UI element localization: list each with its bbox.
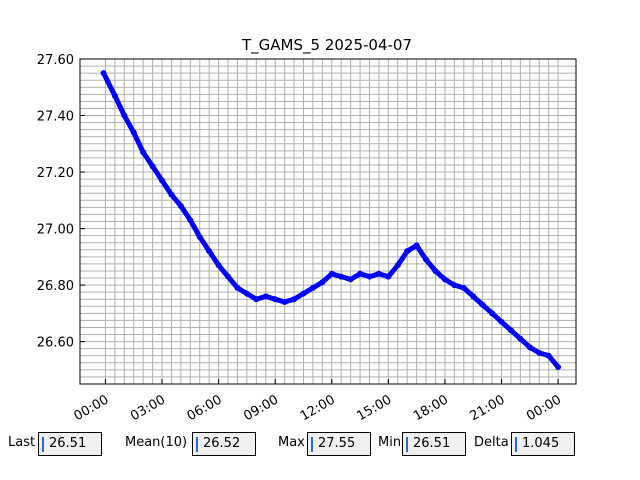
data-point [234,284,241,291]
x-tick-label: 06:00 [185,392,225,424]
text-cursor-icon [515,437,517,452]
data-point [526,344,533,351]
x-tick-label: 21:00 [468,392,508,424]
delta-label: Delta [474,435,509,450]
data-point [243,290,250,297]
data-point [130,129,137,136]
data-point [291,296,298,303]
data-point [121,112,128,119]
data-point [413,242,420,249]
data-point [347,276,354,283]
last-value: 26.51 [49,436,87,451]
last-value-field: 26.51 [38,432,102,456]
y-tick-label: 26.60 [37,336,74,351]
data-point [140,149,147,156]
max-value: 27.55 [318,436,356,451]
data-point [168,191,175,198]
x-tick-label: 15:00 [354,392,394,424]
y-tick-label: 27.20 [37,166,74,181]
data-point [423,256,430,263]
max-label: Max [278,435,305,450]
data-point [460,284,467,291]
data-point [451,282,458,289]
text-cursor-icon [42,437,44,452]
data-point [272,296,279,303]
data-point [366,273,373,280]
data-point [441,276,448,283]
data-point [375,270,382,277]
last-label: Last [8,435,36,450]
data-point [111,92,118,99]
text-cursor-icon [196,437,198,452]
x-tick-label: 00:00 [72,392,112,424]
min-value: 26.51 [413,436,451,451]
x-tick-label: 00:00 [524,392,564,424]
delta-value-field: 1.045 [511,432,575,456]
data-point [225,273,232,280]
x-axis: 00:00 03:00 06:00 09:00 12:00 15:00 18:00 21:00… [72,379,564,424]
data-point [357,270,364,277]
min-value-field: 26.51 [402,432,466,456]
data-point [507,327,514,334]
chart-title: T_GAMS_5 2025-04-07 [241,36,412,55]
data-series [100,70,562,371]
mean-value: 26.52 [203,436,241,451]
y-tick-label: 26.80 [37,279,74,294]
data-point [149,163,156,170]
x-tick-label: 18:00 [411,392,451,424]
data-point [300,290,307,297]
data-point [498,318,505,325]
text-cursor-icon [406,437,408,452]
chart-grid [80,58,576,385]
y-tick-label: 27.60 [37,53,74,68]
data-point [281,299,288,306]
y-tick-label: 27.00 [37,223,74,238]
data-point [479,301,486,308]
data-point [100,70,107,77]
data-point [404,248,411,255]
text-cursor-icon [311,437,313,452]
data-point [394,262,401,269]
data-point [470,293,477,300]
data-point [545,352,552,359]
max-value-field: 27.55 [307,432,371,456]
data-point [517,335,524,342]
data-point [489,310,496,317]
data-point [159,177,166,184]
line-chart: 26.60 26.80 27.00 27.20 27.40 27.60 00:00 03:0… [37,36,577,424]
mean-label: Mean(10) [125,435,188,450]
data-point [309,284,316,291]
data-point [187,217,194,224]
x-tick-label: 12:00 [298,392,338,424]
data-point [319,279,326,286]
data-point [432,267,439,274]
data-point [536,349,543,356]
data-point [328,270,335,277]
y-tick-label: 27.40 [37,110,74,125]
x-tick-label: 09:00 [241,392,281,424]
plot-frame [79,58,577,385]
data-point [177,202,184,209]
x-tick-label: 03:00 [128,392,168,424]
mean-value-field: 26.52 [192,432,256,456]
y-axis: 26.60 26.80 27.00 27.20 27.40 27.60 [37,53,85,351]
min-label: Min [378,435,402,450]
data-point [253,296,260,303]
data-point [196,234,203,241]
data-point [206,248,213,255]
data-point [338,273,345,280]
data-point [262,293,269,300]
data-point [215,262,222,269]
data-point [555,364,562,371]
data-point [385,273,392,280]
delta-value: 1.045 [522,436,560,451]
